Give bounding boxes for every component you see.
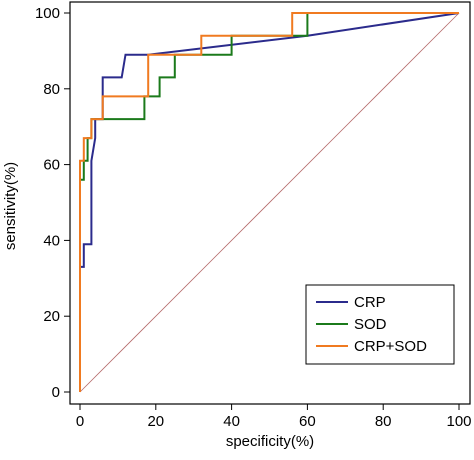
plot-frame xyxy=(69,1,471,405)
x-tick-label: 40 xyxy=(223,413,240,430)
x-tick-label: 80 xyxy=(375,413,392,430)
legend-label: CRP+SOD xyxy=(354,338,427,355)
x-axis-title: specificity(%) xyxy=(226,433,314,450)
x-tick-label: 20 xyxy=(147,413,164,430)
y-axis-title: sensitivity(%) xyxy=(2,162,19,250)
y-tick-label: 80 xyxy=(43,81,60,98)
reference-diagonal-line xyxy=(79,12,460,393)
legend-box xyxy=(305,284,455,365)
plot-area xyxy=(79,12,460,393)
y-tick-label: 20 xyxy=(43,308,60,325)
legend-label: SOD xyxy=(354,316,387,333)
series-line-crp-sod xyxy=(79,12,459,392)
y-tick-label: 0 xyxy=(52,384,60,401)
x-tick-label: 0 xyxy=(76,413,84,430)
legend-label: CRP xyxy=(354,294,386,311)
y-tick-label: 100 xyxy=(35,5,60,22)
x-tick-label: 60 xyxy=(299,413,316,430)
axes: 0 20 40 60 80 100 0 20 40 60 80 100 xyxy=(35,1,472,430)
legend: CRP SOD CRP+SOD xyxy=(305,284,455,365)
y-tick-label: 60 xyxy=(43,157,60,174)
y-tick-label: 40 xyxy=(43,232,60,249)
x-tick-label: 100 xyxy=(446,413,471,430)
